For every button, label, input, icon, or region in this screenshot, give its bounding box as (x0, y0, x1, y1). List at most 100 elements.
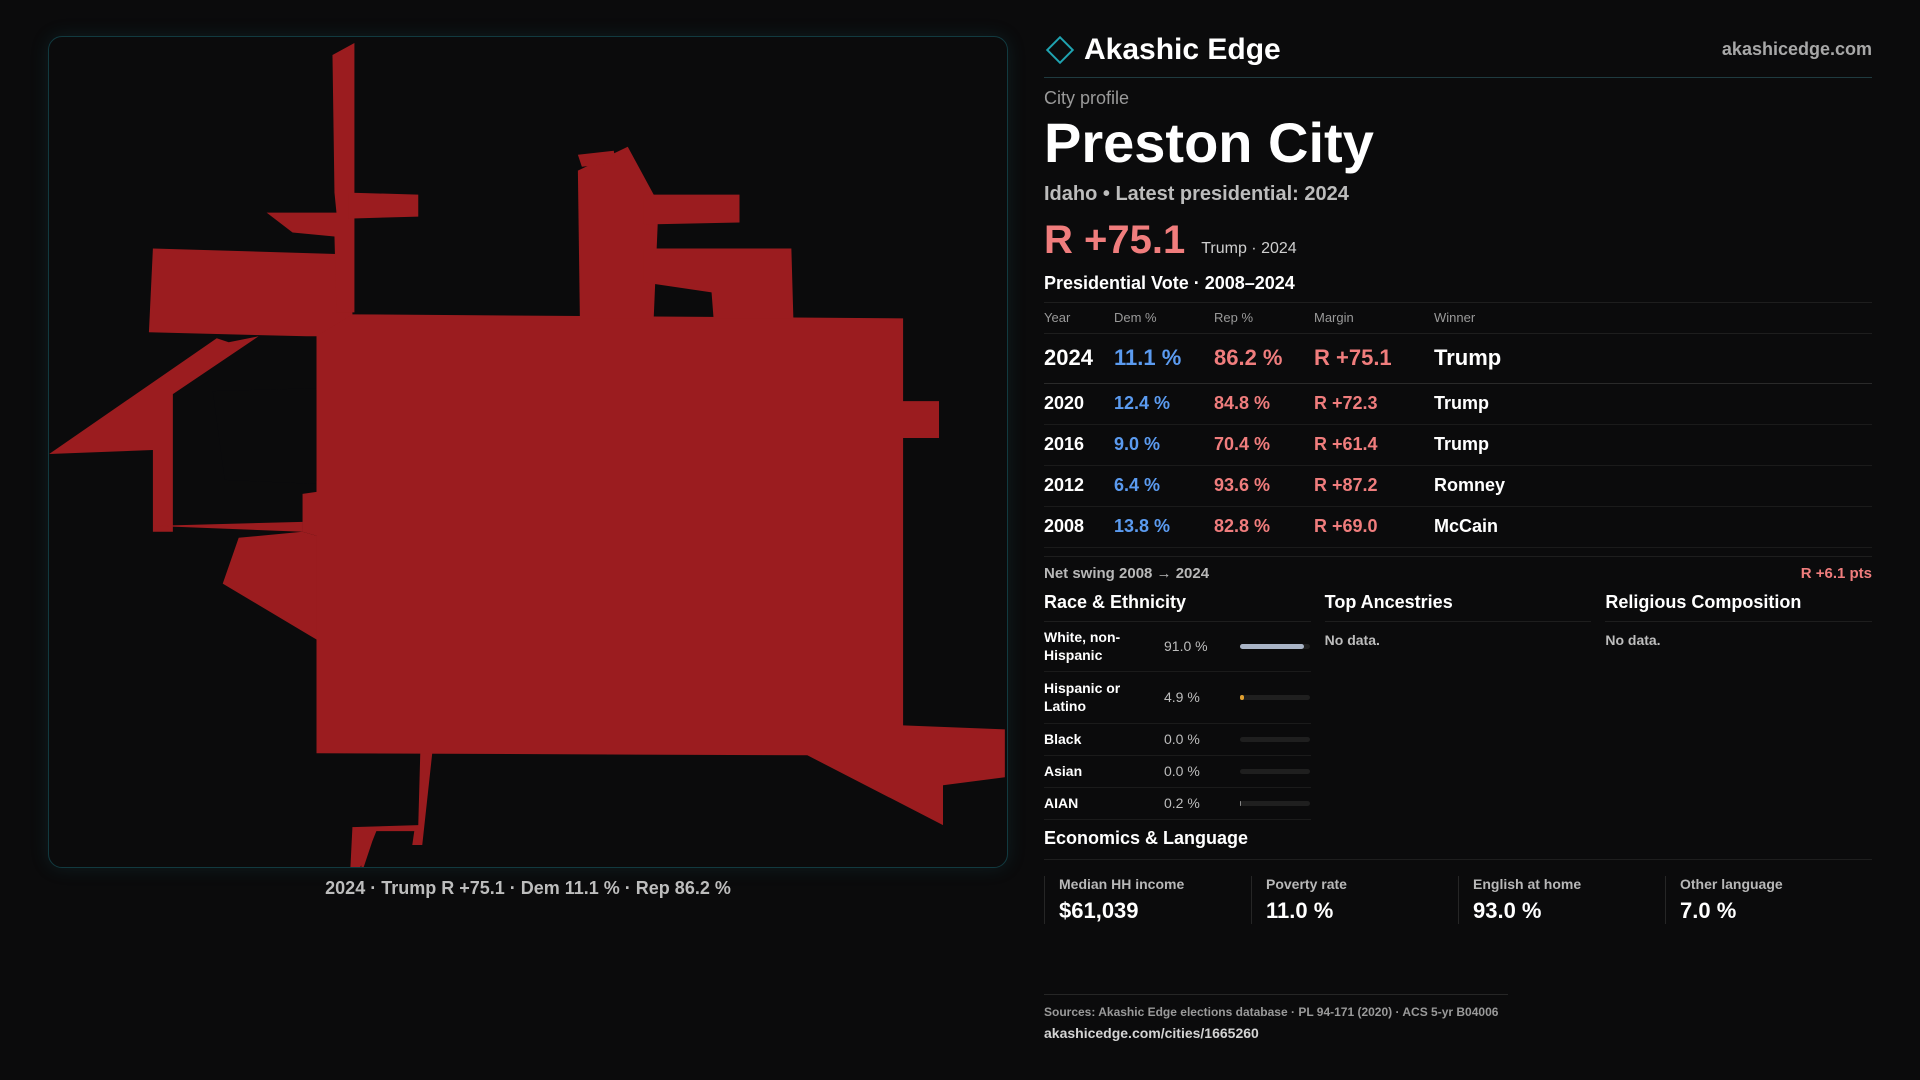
race-pct: 4.9 % (1164, 689, 1200, 705)
stat-value: 11.0 % (1266, 897, 1334, 923)
race-row: Black 0.0 % (1044, 724, 1311, 756)
stat-other-language: Other language 7.0 % (1665, 875, 1872, 924)
cell-year: 2008 (1044, 506, 1114, 548)
race-pct: 0.0 % (1164, 731, 1200, 747)
race-bar-fill (1240, 694, 1244, 700)
city-boundary-svg (49, 42, 1005, 867)
religion-empty: No data. (1605, 631, 1661, 648)
race-label: Asian (1044, 763, 1083, 779)
demographics-grid: Race & Ethnicity White, non-Hispanic 91.0… (1044, 592, 1873, 820)
cell-winner: Trump (1434, 333, 1872, 384)
race-ethnicity-section: Race & Ethnicity White, non-Hispanic 91.0… (1044, 592, 1311, 820)
page-eyebrow: City profile (1044, 88, 1130, 108)
page-title: Preston City (1044, 111, 1374, 174)
cell-margin: R +69.0 (1314, 506, 1434, 548)
cell-rep: 84.8 % (1214, 383, 1314, 425)
cell-rep: 82.8 % (1214, 506, 1314, 548)
stat-poverty-rate: Poverty rate 11.0 % (1251, 875, 1458, 924)
race-pct: 0.2 % (1164, 795, 1200, 811)
stat-value: 93.0 % (1473, 897, 1542, 923)
race-bar (1240, 736, 1310, 742)
stat-median-income: Median HH income $61,039 (1044, 875, 1251, 924)
race-row: White, non-Hispanic 91.0 % (1044, 622, 1311, 672)
cell-year: 2020 (1044, 383, 1114, 425)
race-bar (1240, 643, 1310, 649)
table-row: 2008 13.8 % 82.8 % R +69.0 McCain (1044, 506, 1872, 548)
race-title: Race & Ethnicity (1044, 592, 1311, 622)
brand-header: Akashic Edge akashicedge.com (1044, 32, 1872, 78)
cell-dem: 13.8 % (1114, 506, 1214, 548)
race-row: AIAN 0.2 % (1044, 788, 1311, 820)
headline-margin-sub: Trump · 2024 (1201, 240, 1297, 257)
stat-value: 7.0 % (1680, 897, 1737, 923)
race-pct: 91.0 % (1164, 638, 1208, 654)
race-bar (1240, 694, 1310, 700)
cell-winner: Trump (1434, 424, 1872, 466)
net-swing: Net swing 2008 → 2024 R +6.1 pts (1044, 555, 1872, 582)
cell-rep: 93.6 % (1214, 465, 1314, 507)
stat-label: Other language (1680, 875, 1783, 892)
cell-winner: McCain (1434, 506, 1872, 548)
net-swing-value: R +6.1 pts (1800, 564, 1872, 582)
page-subtitle: Idaho • Latest presidential: 2024 (1044, 183, 1349, 205)
race-bar-fill (1240, 643, 1304, 649)
table-row: 2012 6.4 % 93.6 % R +87.2 Romney (1044, 465, 1872, 507)
religion-section: Religious Composition No data. (1605, 592, 1873, 820)
stat-english-home: English at home 93.0 % (1458, 875, 1665, 924)
stat-value: $61,039 (1059, 897, 1139, 923)
cell-year: 2012 (1044, 465, 1114, 507)
brand-url[interactable]: akashicedge.com (1721, 39, 1872, 59)
map-caption: 2024 · Trump R +75.1 · Dem 11.1 % · Rep … (325, 878, 731, 898)
cell-year: 2016 (1044, 424, 1114, 466)
race-list: White, non-Hispanic 91.0 % Hispanic or Lat… (1044, 622, 1311, 820)
ancestries-title: Top Ancestries (1324, 592, 1592, 622)
city-boundary-map[interactable] (48, 36, 1008, 868)
stat-label: Poverty rate (1266, 875, 1347, 892)
cell-rep: 70.4 % (1214, 424, 1314, 466)
ancestries-empty: No data. (1324, 631, 1380, 648)
brand-name[interactable]: Akashic Edge (1084, 32, 1281, 66)
sources-footer: Sources: Akashic Edge elections database… (1044, 994, 1508, 1041)
race-label: Hispanic or Latino (1044, 680, 1121, 714)
cell-margin: R +72.3 (1314, 383, 1434, 425)
city-boundary-shape (49, 42, 1005, 867)
race-bar (1240, 800, 1310, 806)
race-label: Black (1044, 731, 1082, 747)
race-row: Asian 0.0 % (1044, 756, 1311, 788)
net-swing-label: Net swing 2008 → 2024 (1044, 564, 1210, 582)
cell-dem: 11.1 % (1114, 333, 1214, 384)
race-bar (1240, 768, 1310, 774)
cell-winner: Romney (1434, 465, 1872, 507)
cell-year: 2024 (1044, 333, 1114, 384)
cell-dem: 9.0 % (1114, 424, 1214, 466)
race-label: AIAN (1044, 795, 1079, 811)
votes-title: Presidential Vote · 2008–2024 (1044, 273, 1872, 303)
sources-url[interactable]: akashicedge.com/cities/1665260 (1044, 1025, 1259, 1041)
cell-dem: 6.4 % (1114, 465, 1214, 507)
votes-header-row: Year Dem % Rep % Margin Winner (1044, 303, 1872, 334)
ancestries-section: Top Ancestries No data. (1324, 592, 1592, 820)
cell-margin: R +75.1 (1314, 333, 1434, 384)
economics-title: Economics & Language (1044, 828, 1872, 860)
cell-rep: 86.2 % (1214, 333, 1314, 384)
table-row: 2016 9.0 % 70.4 % R +61.4 Trump (1044, 424, 1872, 466)
header-winner: Winner (1434, 303, 1872, 334)
profile-panel: Akashic Edge akashicedge.com City profil… (1044, 32, 1873, 924)
economics-grid: Median HH income $61,039 Poverty rate 11… (1044, 875, 1872, 924)
votes-table: Year Dem % Rep % Margin Winner 2024 11.1… (1044, 303, 1872, 548)
sources-line: Sources: Akashic Edge elections database… (1044, 1005, 1499, 1019)
header-year: Year (1044, 303, 1114, 334)
headline-margin-value: R +75.1 (1044, 218, 1186, 262)
cell-margin: R +87.2 (1314, 465, 1434, 507)
race-pct: 0.0 % (1164, 763, 1200, 779)
stat-label: English at home (1473, 875, 1582, 892)
table-row: 2024 11.1 % 86.2 % R +75.1 Trump (1044, 333, 1872, 384)
cell-dem: 12.4 % (1114, 383, 1214, 425)
diamond-icon (1045, 35, 1075, 64)
header-dem: Dem % (1114, 303, 1214, 334)
header-rep: Rep % (1214, 303, 1314, 334)
race-row: Hispanic or Latino 4.9 % (1044, 672, 1311, 724)
cell-winner: Trump (1434, 383, 1872, 425)
cell-margin: R +61.4 (1314, 424, 1434, 466)
headline-margin: R +75.1 Trump · 2024 (1044, 218, 1872, 263)
